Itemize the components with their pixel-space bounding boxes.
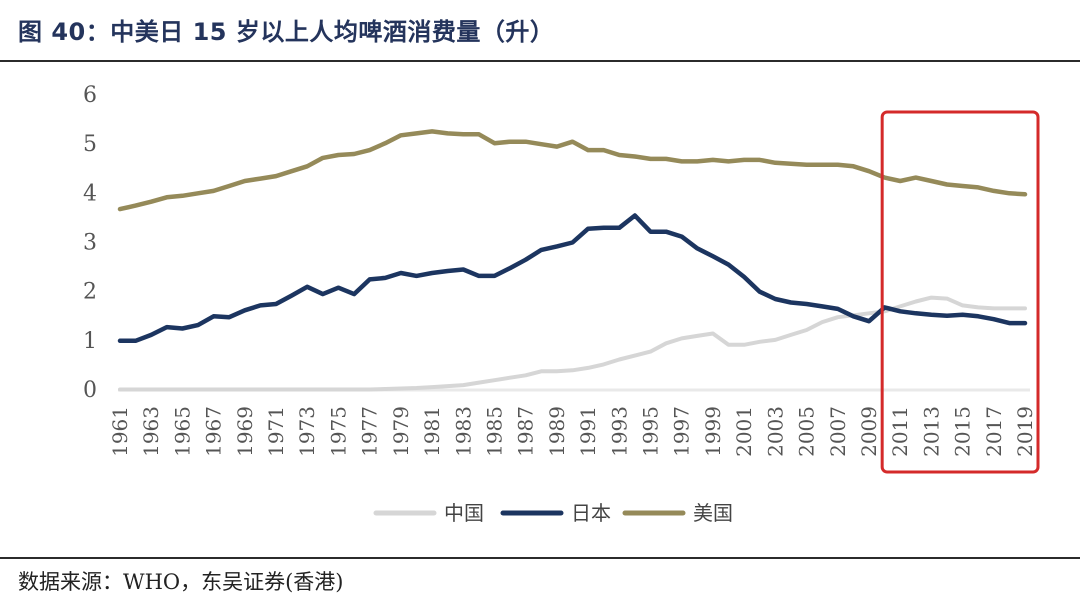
y-tick-label: 5 — [83, 132, 97, 157]
y-tick-label: 6 — [83, 83, 97, 108]
x-tick-label: 1963 — [139, 406, 163, 457]
x-tick-label: 1987 — [514, 406, 538, 457]
x-tick-label: 1973 — [295, 406, 319, 457]
series-line-japan — [117, 213, 1028, 344]
x-tick-label: 1961 — [108, 406, 132, 457]
legend: 中国 日本 美国 — [373, 501, 733, 525]
series-lines — [117, 129, 1028, 392]
x-tick-label: 1981 — [420, 406, 444, 457]
x-tick-label: 2003 — [763, 406, 787, 457]
y-axis: 0 1 2 3 4 5 6 — [83, 83, 97, 403]
x-tick-label: 2011 — [888, 406, 912, 457]
y-tick-label: 3 — [83, 231, 97, 256]
y-tick-label: 2 — [83, 280, 97, 305]
source-note: 数据来源：WHO，东吴证券(香港) — [18, 570, 344, 594]
x-axis: 1961 1963 1965 1967 1969 1971 1973 1975 1977 1979… — [108, 406, 1037, 457]
x-tick-label: 2015 — [951, 406, 975, 457]
series-line-usa — [117, 129, 1028, 212]
y-tick-label: 1 — [83, 329, 97, 354]
x-tick-label: 2017 — [982, 406, 1006, 457]
x-tick-label: 1993 — [607, 406, 631, 457]
y-tick-label: 0 — [83, 378, 97, 403]
series-line-china — [118, 295, 1027, 392]
x-tick-label: 1985 — [482, 406, 506, 457]
highlight-box-2011-2019 — [880, 110, 1040, 474]
x-tick-label: 1995 — [639, 406, 663, 457]
legend-label-china: 中国 — [444, 501, 484, 525]
legend-label-japan: 日本 — [571, 501, 611, 525]
x-tick-label: 2007 — [826, 406, 850, 457]
x-tick-label: 1965 — [170, 406, 194, 457]
x-tick-label: 1975 — [326, 406, 350, 457]
x-tick-label: 1991 — [576, 406, 600, 457]
x-tick-label: 1967 — [202, 406, 226, 457]
x-tick-label: 1999 — [701, 406, 725, 457]
chart-title: 图 40：中美日 15 岁以上人均啤酒消费量（升） — [18, 18, 555, 46]
x-tick-label: 1979 — [389, 406, 413, 457]
x-tick-label: 2001 — [732, 406, 756, 457]
x-tick-label: 1983 — [451, 406, 475, 457]
beer-consumption-line-chart: 0 1 2 3 4 5 6 1961 1963 1965 1967 1969 1971 1973 1975… — [83, 83, 1040, 525]
y-tick-label: 4 — [83, 181, 97, 206]
x-tick-label: 2013 — [919, 406, 943, 457]
x-tick-label: 1989 — [545, 406, 569, 457]
bottom-rule — [0, 557, 1080, 559]
x-tick-label: 1997 — [670, 406, 694, 457]
top-rule — [0, 60, 1080, 62]
x-tick-label: 2005 — [795, 406, 819, 457]
x-tick-label: 2009 — [857, 406, 881, 457]
x-tick-label: 1969 — [233, 406, 257, 457]
legend-label-usa: 美国 — [693, 501, 733, 525]
x-tick-label: 1977 — [358, 406, 382, 457]
x-tick-label: 1971 — [264, 406, 288, 457]
x-tick-label: 2019 — [1013, 406, 1037, 457]
